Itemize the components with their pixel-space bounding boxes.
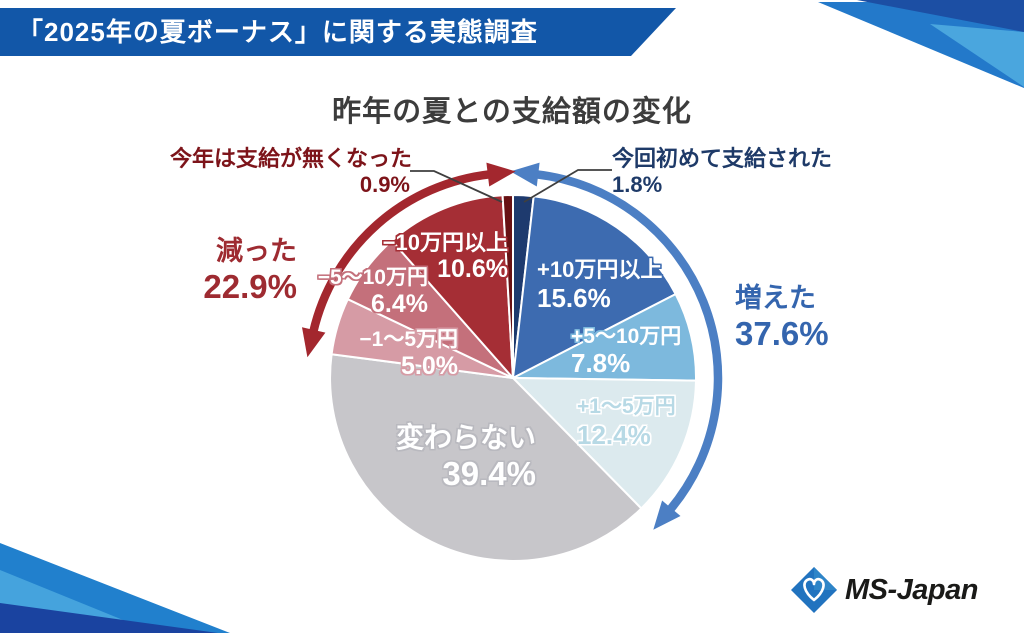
segment-label-text: −1〜5万円: [359, 328, 458, 351]
segment-label-value: 15.6%: [537, 283, 611, 313]
segment-label-text: −10万円以上: [382, 230, 508, 255]
pie-slice-3: [512, 377, 697, 510]
segment-label-value: 7.8%: [571, 348, 631, 378]
segment-label-unchanged: 変わらない 39.4%: [336, 420, 536, 492]
corner-band-light: [930, 24, 1024, 87]
corner-band-navy: [0, 603, 218, 633]
arrowhead: [653, 500, 681, 530]
pie-slice-4: [329, 353, 643, 562]
pie-slice-7: [390, 194, 514, 379]
segment-label-plus1-5: +1〜5万円 12.4%: [577, 392, 676, 450]
segment-label-text: +5〜10万円: [571, 325, 682, 348]
pie-slice-8: [501, 194, 514, 379]
segment-label-text: +10万円以上: [537, 257, 663, 282]
chart-title: 昨年の夏との支給額の変化: [332, 96, 692, 128]
segment-label-text: −5〜10万円: [317, 266, 428, 289]
segment-label-plus10: +10万円以上 15.6%: [537, 256, 662, 312]
ms-japan-logo-text: MS-Japan: [845, 573, 978, 606]
segment-label-value: 39.4%: [442, 455, 536, 492]
leader-line-no-bonus: [410, 170, 503, 203]
pie-slices: [329, 194, 698, 562]
segment-label-minus1-5: −1〜5万円 5.0%: [308, 326, 458, 380]
ms-japan-diamond-icon: [791, 567, 837, 613]
header-banner: 「2025年の夏ボーナス」に関する実態調査: [0, 8, 676, 56]
segment-label-value: 12.4%: [577, 420, 651, 450]
segment-label-minus5-10: −5〜10万円 6.4%: [258, 264, 428, 318]
segment-label-value: 10.6%: [437, 255, 508, 283]
segment-label-value: 5.0%: [401, 352, 458, 380]
corner-band-medium: [818, 2, 1024, 88]
callout-first-bonus-value: 1.8%: [612, 172, 663, 197]
leader-line-first-bonus: [523, 169, 612, 203]
corner-decoration-top-right: [818, 0, 1024, 88]
group-arc: [535, 170, 723, 513]
segment-label-minus10: −10万円以上 10.6%: [288, 229, 508, 283]
group-label-increased: 増えた 37.6%: [735, 281, 829, 353]
callout-first-bonus-label: 今回初めて支給された: [612, 146, 833, 171]
callout-first-bonus: 今回初めて支給された 1.8%: [612, 146, 832, 198]
group-increased-value: 37.6%: [735, 315, 829, 352]
group-increased-label: 増えた: [735, 283, 816, 313]
corner-decoration-bottom-left: [0, 543, 230, 633]
callout-no-bonus-label: 今年は支給が無くなった: [170, 146, 413, 171]
callout-no-bonus-value: 0.9%: [359, 172, 410, 197]
segment-label-text: 変わらない: [395, 422, 536, 453]
group-decreased-value: 22.9%: [203, 268, 297, 305]
group-decreased-label: 減った: [216, 236, 297, 266]
segment-label-plus5-10: +5〜10万円 7.8%: [571, 323, 681, 377]
header-title: 「2025年の夏ボーナス」に関する実態調査: [17, 17, 538, 47]
corner-band-navy: [857, 0, 1024, 32]
increase-arc-arrow: [510, 162, 723, 530]
callout-no-bonus: 今年は支給が無くなった 0.9%: [170, 146, 413, 198]
segment-label-value: 6.4%: [371, 290, 428, 318]
segment-label-text: +1〜5万円: [577, 395, 676, 418]
arrowhead: [486, 162, 516, 187]
group-label-decreased: 減った 22.9%: [137, 234, 297, 306]
pie-slice-1: [512, 195, 677, 379]
arrowhead: [302, 327, 326, 358]
ms-japan-logo: MS-Japan: [791, 567, 978, 613]
arrowhead: [510, 162, 540, 187]
